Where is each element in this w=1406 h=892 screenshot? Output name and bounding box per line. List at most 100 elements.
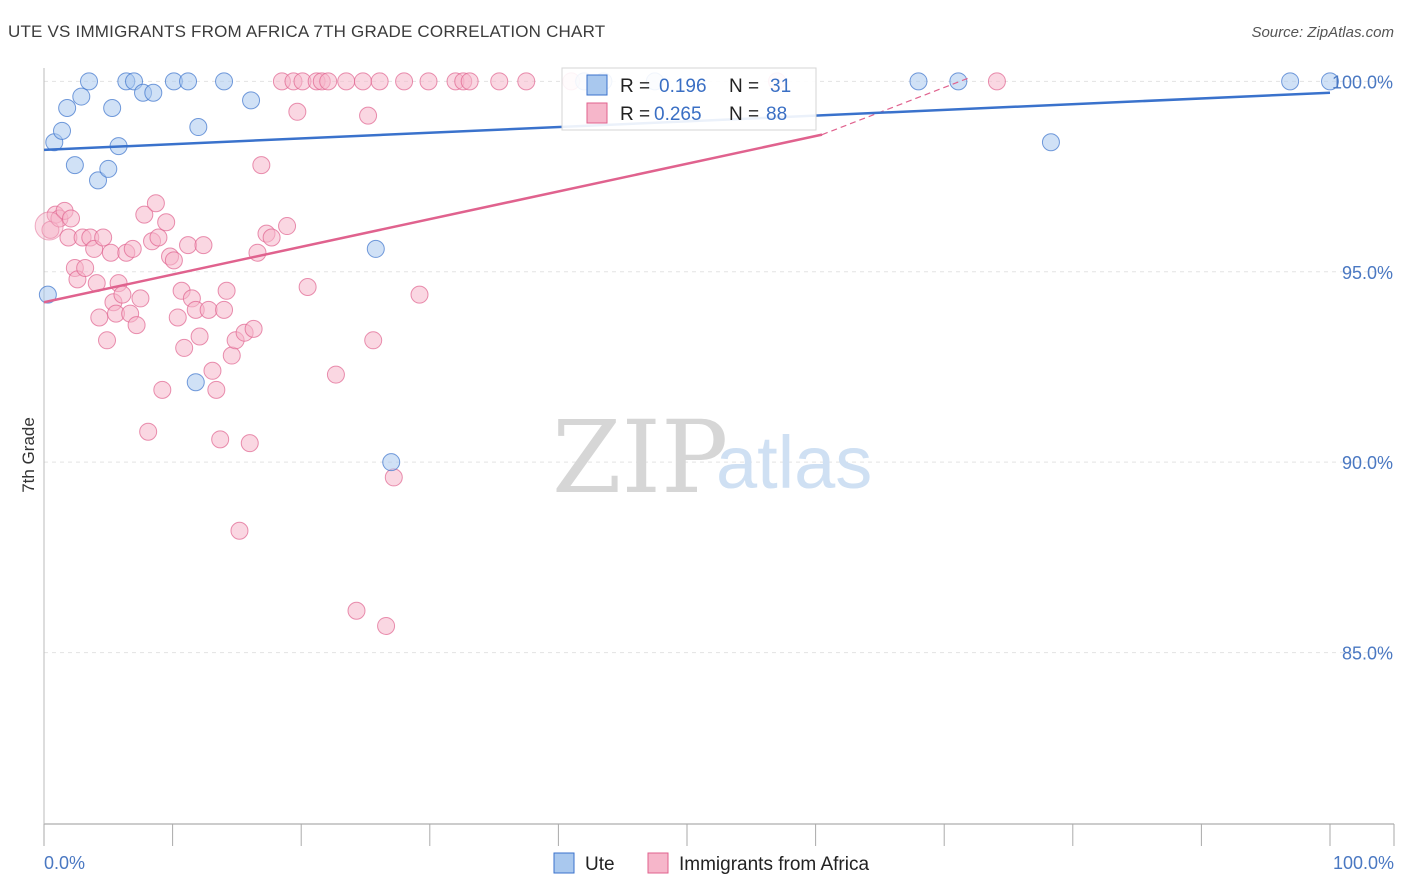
- watermark-zip: ZIP: [552, 399, 728, 516]
- y-tick-label: 95.0%: [1342, 263, 1393, 283]
- y-tick-label: 90.0%: [1342, 453, 1393, 473]
- point-africa: [76, 258, 95, 277]
- y-tick-label: 85.0%: [1342, 644, 1393, 664]
- point-africa: [278, 217, 297, 236]
- stats-box: R = 0.196 N = 31 R = 0.265 N = 88: [561, 67, 817, 131]
- point-africa: [215, 300, 234, 319]
- point-africa: [364, 331, 383, 350]
- point-africa: [217, 281, 236, 300]
- point-ute: [53, 121, 72, 140]
- point-ute: [1321, 72, 1339, 91]
- point-africa: [326, 365, 345, 384]
- point-ute: [215, 72, 234, 91]
- point-africa: [157, 213, 176, 232]
- point-africa: [164, 251, 183, 270]
- point-africa: [190, 327, 209, 346]
- point-africa: [90, 308, 109, 327]
- stats-r-value-africa: 0.265: [654, 104, 702, 125]
- stats-n-value-africa: 88: [766, 104, 787, 125]
- point-africa: [490, 72, 509, 91]
- y-tick-labels: 100.0% 95.0% 90.0% 85.0%: [1332, 72, 1393, 663]
- point-africa: [207, 380, 226, 399]
- stats-r-label-africa: R =: [620, 104, 650, 125]
- data-points: [34, 72, 1339, 635]
- point-africa: [62, 209, 81, 228]
- point-ute: [382, 453, 401, 472]
- point-africa: [34, 211, 64, 241]
- stats-r-label-ute: R =: [620, 76, 650, 97]
- point-ute: [58, 98, 77, 117]
- point-ute: [99, 159, 118, 178]
- point-africa: [987, 72, 1006, 91]
- x-tick-label-min: 0.0%: [44, 853, 85, 873]
- stats-swatch-ute: [586, 74, 608, 96]
- point-ute: [72, 87, 91, 106]
- stats-n-label-ute: N =: [729, 76, 759, 97]
- point-africa: [262, 228, 281, 247]
- point-ute: [89, 171, 108, 190]
- y-tick-label: 100.0%: [1332, 72, 1393, 92]
- point-africa: [353, 72, 372, 91]
- stats-swatch-africa: [586, 102, 608, 124]
- point-africa: [146, 194, 165, 213]
- point-ute: [179, 72, 198, 91]
- point-africa: [370, 72, 389, 91]
- point-ute: [103, 98, 122, 117]
- stats-n-value-ute: 31: [770, 76, 791, 97]
- point-africa: [127, 316, 146, 335]
- point-africa: [98, 331, 117, 350]
- stats-r-value-ute: 0.196: [659, 76, 707, 97]
- point-ute: [144, 83, 163, 102]
- point-africa: [288, 102, 307, 121]
- point-ute: [1281, 72, 1300, 91]
- legend-swatch-ute: [553, 852, 575, 874]
- point-africa: [359, 106, 378, 125]
- point-africa: [252, 156, 271, 175]
- point-africa: [222, 346, 241, 365]
- point-africa: [419, 72, 438, 91]
- trend-line-africa: [43, 133, 823, 304]
- grid-lines: [44, 80, 1394, 654]
- point-africa: [94, 228, 113, 247]
- legend: Ute Immigrants from Africa: [553, 852, 869, 875]
- watermark: ZIP atlas: [552, 399, 872, 516]
- point-africa: [179, 236, 198, 255]
- source-label: Source: ZipAtlas.com: [1251, 24, 1394, 41]
- point-africa: [203, 361, 222, 380]
- point-ute: [366, 239, 385, 258]
- point-africa: [460, 72, 479, 91]
- stats-n-label-africa: N =: [729, 104, 759, 125]
- point-ute: [65, 156, 84, 175]
- point-ute: [242, 91, 261, 110]
- point-ute: [949, 72, 968, 91]
- point-africa: [230, 521, 249, 540]
- point-africa: [347, 601, 366, 620]
- point-africa: [211, 430, 230, 449]
- axes: [43, 68, 1394, 825]
- point-africa: [377, 616, 396, 635]
- point-africa: [240, 434, 259, 453]
- point-africa: [199, 300, 218, 319]
- point-ute: [189, 118, 208, 137]
- point-africa: [319, 72, 338, 91]
- point-ute: [80, 72, 99, 91]
- legend-swatch-africa: [647, 852, 669, 874]
- point-africa: [139, 422, 158, 441]
- point-africa: [517, 72, 536, 91]
- point-africa: [298, 277, 317, 296]
- point-africa: [101, 243, 120, 262]
- trend-line-africa-extension: [821, 76, 971, 136]
- point-africa: [113, 285, 132, 304]
- point-africa: [395, 72, 414, 91]
- watermark-atlas: atlas: [716, 421, 872, 504]
- page-title: UTE VS IMMIGRANTS FROM AFRICA 7TH GRADE …: [8, 22, 606, 41]
- legend-label-ute: Ute: [585, 854, 615, 875]
- point-africa: [149, 228, 168, 247]
- point-africa: [175, 338, 194, 357]
- point-africa: [244, 319, 263, 338]
- point-africa: [131, 289, 150, 308]
- point-ute: [38, 285, 57, 304]
- point-africa: [135, 205, 154, 224]
- point-ute: [186, 373, 205, 392]
